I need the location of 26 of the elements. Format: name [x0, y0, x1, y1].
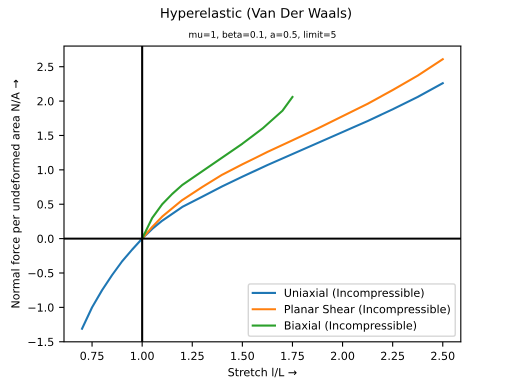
y-tick-label: 1.0 [38, 166, 54, 174]
y-tick-label: −0.5 [28, 268, 54, 278]
x-axis-title: Stretch l/L → [228, 368, 297, 378]
x-tick-label: 0.75 [80, 352, 104, 360]
x-tick-label: 2.00 [331, 352, 354, 360]
x-tick-label: 1.00 [131, 352, 154, 360]
legend-label: Planar Shear (Incompressible) [284, 304, 450, 316]
y-tick-label: 0.0 [37, 234, 54, 243]
legend-label: Biaxial (Incompressible) [284, 321, 416, 332]
y-tick-label: 1.5 [38, 132, 54, 140]
x-tick-label: 2.25 [381, 352, 404, 360]
y-tick-label: −1.0 [28, 303, 54, 312]
y-tick-label: 2.0 [37, 97, 54, 106]
x-tick-label: 1.50 [231, 352, 254, 360]
x-tick-label: 2.50 [431, 352, 454, 360]
y-tick-label: 2.5 [37, 62, 54, 72]
x-tick-label: 1.25 [181, 352, 204, 360]
y-tick-label: −1.5 [28, 338, 54, 346]
y-axis-title: Normal force per undeformed area N/A → [10, 80, 22, 308]
legend-label: Uniaxial (Incompressible) [284, 288, 424, 300]
chart-subtitle: mu=1, beta=0.1, a=0.5, limit=5 [189, 30, 336, 39]
chart-title: Hyperelastic (Van Der Waals) [161, 8, 351, 20]
line-series [141, 96, 294, 240]
line-series [141, 58, 444, 240]
x-tick-label: 1.75 [281, 352, 304, 360]
y-tick-label: 0.5 [37, 200, 54, 209]
